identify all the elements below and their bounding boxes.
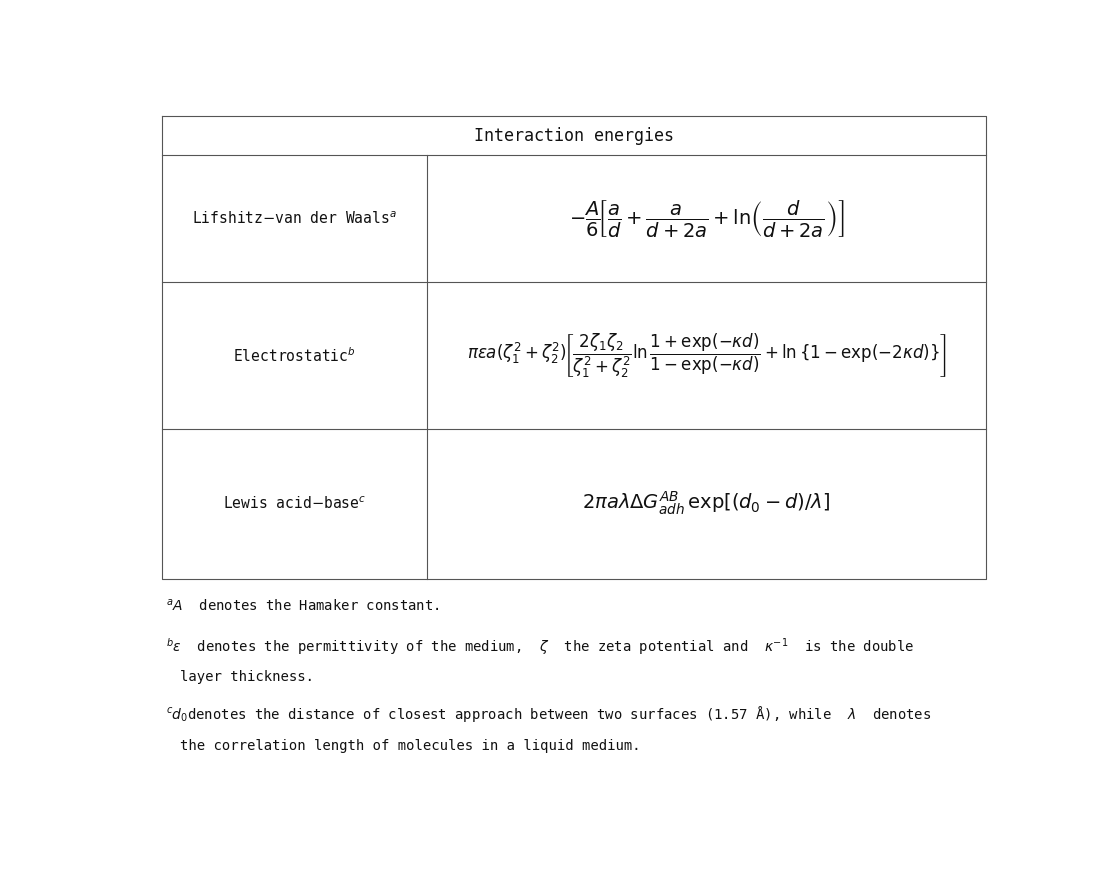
Text: Interaction energies: Interaction energies (474, 126, 674, 145)
Text: $^b$$\varepsilon$  denotes the permittivity of the medium,  $\zeta$  the zeta po: $^b$$\varepsilon$ denotes the permittivi… (166, 637, 914, 657)
Text: $\pi\varepsilon a(\zeta_1^2+\zeta_2^2)\!\left[\dfrac{2\zeta_1\zeta_2}{\zeta_1^2+: $\pi\varepsilon a(\zeta_1^2+\zeta_2^2)\!… (467, 331, 946, 379)
Text: $2\pi a\lambda\Delta G_{adh}^{AB}\,\exp[(d_0-d)/\lambda]$: $2\pi a\lambda\Delta G_{adh}^{AB}\,\exp[… (582, 490, 831, 518)
Text: Lifshitz$-$van der Waals$^a$: Lifshitz$-$van der Waals$^a$ (192, 210, 396, 227)
Text: the correlation length of molecules in a liquid medium.: the correlation length of molecules in a… (179, 738, 641, 752)
Text: Lewis acid$-$base$^c$: Lewis acid$-$base$^c$ (223, 495, 366, 512)
Text: layer thickness.: layer thickness. (179, 669, 314, 683)
Text: $^a$$A$  denotes the Hamaker constant.: $^a$$A$ denotes the Hamaker constant. (166, 598, 439, 614)
Text: $-\dfrac{A}{6}\!\left[\dfrac{a}{d}+\dfrac{a}{d+2a}+\ln\!\left(\dfrac{d}{d+2a}\ri: $-\dfrac{A}{6}\!\left[\dfrac{a}{d}+\dfra… (569, 198, 844, 239)
Text: Electrostatic$^b$: Electrostatic$^b$ (233, 346, 355, 364)
Text: $^c$$d_0$denotes the distance of closest approach between two surfaces (1.57 Å),: $^c$$d_0$denotes the distance of closest… (166, 704, 931, 724)
